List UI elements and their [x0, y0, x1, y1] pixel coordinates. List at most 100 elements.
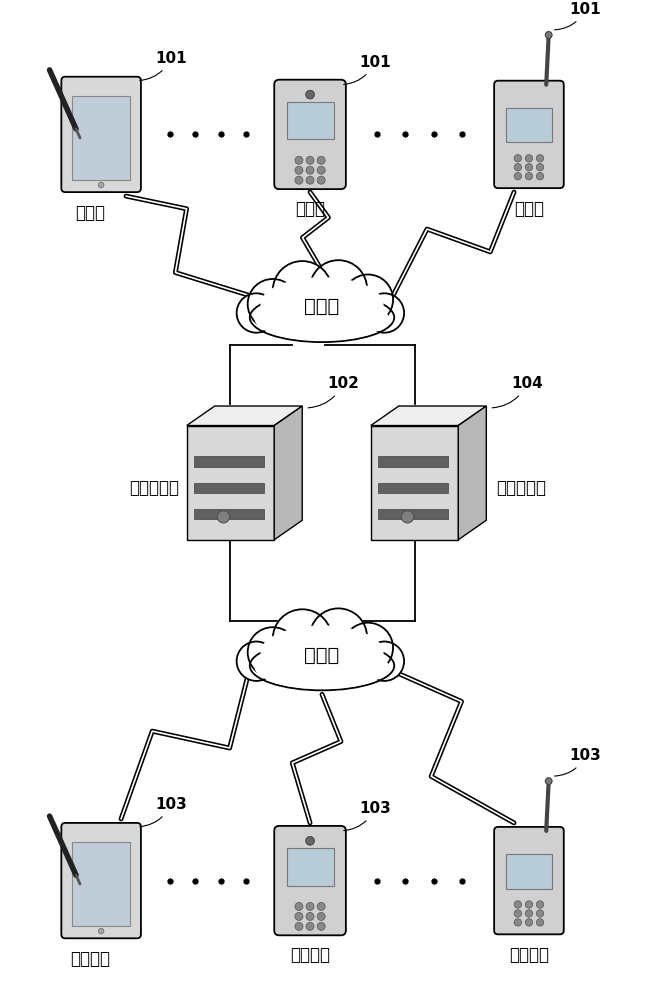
FancyBboxPatch shape [286, 848, 333, 886]
Circle shape [317, 166, 325, 174]
FancyBboxPatch shape [286, 102, 333, 139]
Ellipse shape [261, 277, 384, 331]
Circle shape [317, 902, 325, 910]
Circle shape [248, 279, 298, 329]
Circle shape [525, 155, 533, 162]
Circle shape [343, 623, 393, 673]
Polygon shape [459, 406, 486, 540]
Polygon shape [378, 483, 448, 493]
Circle shape [514, 172, 522, 180]
Text: 103: 103 [555, 748, 601, 776]
Polygon shape [274, 406, 303, 540]
Circle shape [295, 176, 303, 184]
Circle shape [364, 642, 404, 681]
Circle shape [306, 176, 314, 184]
Polygon shape [186, 426, 274, 540]
FancyBboxPatch shape [61, 77, 141, 192]
Circle shape [273, 261, 332, 320]
Circle shape [537, 172, 544, 180]
Text: 103: 103 [140, 797, 186, 827]
Circle shape [525, 919, 533, 926]
Text: 互联网: 互联网 [304, 645, 340, 664]
Circle shape [525, 172, 533, 180]
Circle shape [295, 156, 303, 164]
Circle shape [537, 919, 544, 926]
Polygon shape [194, 483, 264, 493]
Polygon shape [371, 406, 486, 426]
FancyBboxPatch shape [61, 823, 141, 938]
FancyBboxPatch shape [494, 827, 564, 934]
Polygon shape [371, 426, 459, 540]
Ellipse shape [255, 298, 390, 341]
Circle shape [237, 293, 276, 333]
Text: 101: 101 [140, 51, 186, 80]
Polygon shape [378, 509, 448, 519]
Circle shape [401, 511, 413, 523]
FancyBboxPatch shape [274, 826, 346, 935]
Circle shape [295, 912, 303, 920]
Circle shape [537, 910, 544, 917]
Text: 101: 101 [344, 55, 390, 84]
Circle shape [295, 166, 303, 174]
Circle shape [237, 642, 276, 681]
Text: 目标终端: 目标终端 [70, 950, 110, 968]
Polygon shape [194, 509, 264, 519]
Text: 源终端: 源终端 [295, 200, 325, 218]
Text: 文件服务器: 文件服务器 [129, 479, 179, 497]
Circle shape [317, 176, 325, 184]
Circle shape [306, 836, 314, 845]
Circle shape [317, 922, 325, 930]
Ellipse shape [255, 646, 390, 689]
Ellipse shape [250, 293, 394, 342]
Circle shape [537, 164, 544, 171]
Text: 101: 101 [555, 2, 601, 30]
FancyBboxPatch shape [72, 96, 130, 180]
Circle shape [537, 155, 544, 162]
Circle shape [317, 156, 325, 164]
Circle shape [306, 902, 314, 910]
Circle shape [514, 155, 522, 162]
Circle shape [545, 32, 552, 38]
Circle shape [514, 164, 522, 171]
Text: 目标终端: 目标终端 [290, 946, 330, 964]
FancyBboxPatch shape [72, 842, 130, 926]
Polygon shape [194, 456, 264, 467]
Text: 103: 103 [344, 801, 391, 831]
Polygon shape [186, 406, 303, 426]
Circle shape [306, 156, 314, 164]
Ellipse shape [261, 625, 384, 679]
FancyBboxPatch shape [506, 108, 552, 142]
FancyBboxPatch shape [494, 81, 564, 188]
Circle shape [514, 910, 522, 917]
Circle shape [295, 902, 303, 910]
Circle shape [306, 166, 314, 174]
Circle shape [545, 778, 552, 785]
Circle shape [248, 627, 298, 677]
Circle shape [525, 164, 533, 171]
Circle shape [99, 928, 104, 934]
Text: 源终端: 源终端 [75, 204, 105, 222]
Text: 信令服务器: 信令服务器 [496, 479, 546, 497]
Circle shape [306, 912, 314, 920]
Circle shape [514, 919, 522, 926]
Text: 102: 102 [308, 376, 359, 408]
Circle shape [514, 901, 522, 908]
Text: 互联网: 互联网 [304, 297, 340, 316]
Circle shape [306, 922, 314, 930]
Circle shape [317, 912, 325, 920]
Circle shape [99, 182, 104, 188]
Circle shape [364, 293, 404, 333]
Circle shape [525, 910, 533, 917]
Circle shape [537, 901, 544, 908]
Circle shape [310, 260, 367, 317]
Text: 源终端: 源终端 [514, 200, 544, 218]
Circle shape [343, 274, 393, 325]
FancyBboxPatch shape [506, 854, 552, 889]
Circle shape [273, 609, 332, 668]
Ellipse shape [250, 641, 394, 690]
Circle shape [306, 90, 314, 99]
Circle shape [310, 608, 367, 666]
Text: 104: 104 [492, 376, 543, 408]
Circle shape [525, 901, 533, 908]
Circle shape [217, 511, 230, 523]
